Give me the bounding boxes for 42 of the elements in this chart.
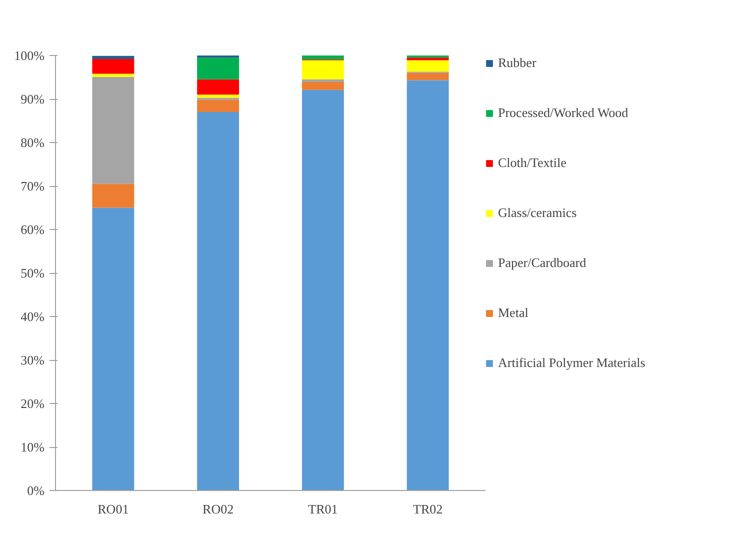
x-tick-label: TR01 <box>308 502 338 516</box>
bar <box>406 60 449 72</box>
bar <box>406 58 449 60</box>
y-tick-label: 60% <box>20 222 45 237</box>
y-tick-label: 0% <box>27 483 45 498</box>
bar <box>302 90 344 490</box>
bar <box>92 74 134 77</box>
bar <box>302 82 344 90</box>
y-tick-label: 50% <box>20 266 45 280</box>
y-tick-label: 80% <box>20 135 45 150</box>
y-tick-label: 100% <box>14 48 45 63</box>
y-tick-label: 30% <box>20 352 45 368</box>
bar <box>197 58 240 80</box>
bar <box>197 79 240 95</box>
bar <box>92 208 134 490</box>
y-tick-label: 40% <box>20 309 45 324</box>
bar <box>92 56 134 59</box>
bar <box>92 58 134 74</box>
bar <box>302 60 344 80</box>
legend-label: Metal <box>498 305 528 321</box>
x-tick-label: RO02 <box>202 502 234 516</box>
x-tick-label: TR02 <box>413 502 443 516</box>
legend-label: Processed/Worked Wood <box>498 105 628 121</box>
y-tick-label: 90% <box>20 92 45 106</box>
bar <box>197 100 240 112</box>
bar <box>302 79 344 82</box>
legend-label: Paper/Cardboard <box>498 255 586 271</box>
bar <box>302 56 344 60</box>
legend-label: Artificial Polymer Materials <box>498 355 646 371</box>
y-tick-label: 70% <box>20 178 45 194</box>
y-tick-label: 20% <box>20 396 45 411</box>
bar <box>92 76 134 184</box>
x-tick-label: RO01 <box>98 502 129 516</box>
bar <box>406 80 449 490</box>
bar <box>197 94 240 98</box>
bar <box>197 112 240 490</box>
legend-label: Glass/ceramics <box>498 205 577 221</box>
bar <box>406 72 449 80</box>
legend-label: Cloth/Textile <box>498 155 566 171</box>
legend-label: Rubber <box>498 55 536 71</box>
y-tick-label: 10% <box>20 440 45 454</box>
bar <box>92 184 134 208</box>
